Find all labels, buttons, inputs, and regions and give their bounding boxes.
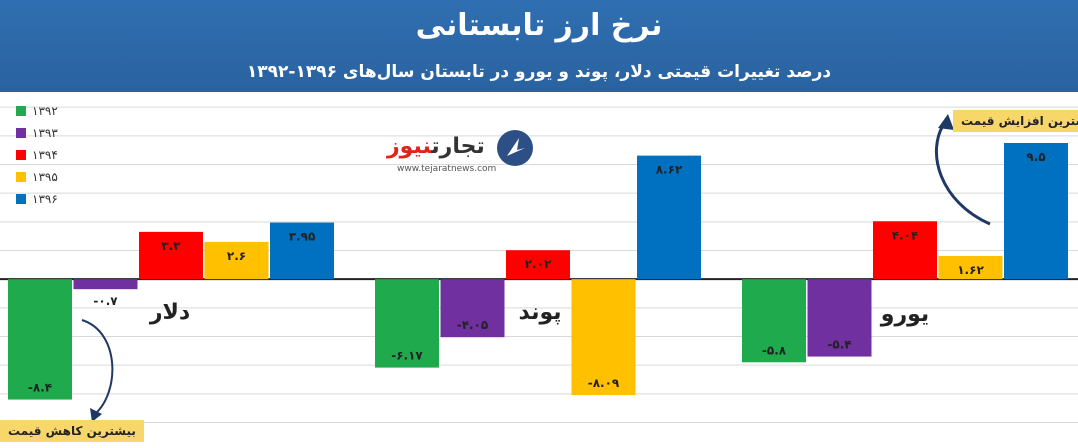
data-label-0-1: -۶.۱۷: [391, 349, 423, 363]
decrease-arrowhead: [90, 408, 102, 422]
logo-name: تجارتنیوز: [387, 134, 485, 159]
logo: تجارتنیوز www.tejaratnews.com: [387, 130, 537, 184]
bar-4-2: [1004, 143, 1068, 280]
legend-swatch: [16, 106, 26, 116]
data-label-3-1: -۸.۰۹: [588, 376, 620, 390]
data-label-4-0: ۳.۹۵: [289, 230, 316, 244]
legend-label: ۱۳۹۲: [32, 104, 58, 118]
chart-subtitle: درصد تغییرات قیمتی دلار، پوند و یورو در …: [246, 62, 832, 82]
decrease-arrow: [81, 319, 114, 415]
bar-chart: -۸.۴ -۶.۱۷ -۵.۸ -۰.۷ -۴.۰۵ -۵.۴ ۳.۳ ۲.۰۲ ۴.۰۴ ۲.۶…: [0, 106, 1078, 423]
bar-1-0: [73, 279, 138, 290]
bar-0-1: [375, 279, 439, 368]
legend-label: ۱۳۹۵: [32, 170, 58, 184]
legend-item-0: ۱۳۹۲: [16, 100, 76, 122]
legend-label: ۱۳۹۶: [32, 192, 58, 206]
legend-swatch: [16, 128, 26, 138]
legend-swatch: [16, 150, 26, 160]
data-label-1-1: -۴.۰۵: [457, 318, 489, 332]
data-label-2-0: ۳.۳: [161, 239, 181, 253]
bar-1-1: [440, 279, 505, 338]
bar-4-0: [270, 222, 334, 280]
bar-1-2: [807, 279, 872, 357]
chart-title: نرخ ارز تابستانی: [415, 8, 663, 43]
chart-header: نرخ ارز تابستانی درصد تغییرات قیمتی دلار…: [0, 0, 1078, 92]
bar-3-1: [571, 279, 636, 396]
bar-2-2: [873, 221, 937, 280]
legend-label: ۱۳۹۳: [32, 126, 58, 140]
bar-0-0: [8, 279, 72, 400]
max-increase-callout: بیشترین افزایش قیمت: [953, 110, 1078, 132]
data-label-0-2: -۵.۸: [762, 343, 787, 357]
bar-4-1: [637, 155, 701, 280]
data-label-4-2: ۹.۵: [1026, 150, 1045, 164]
bar-2-0: [139, 231, 203, 280]
legend-item-1: ۱۳۹۳: [16, 122, 76, 144]
logo-url: www.tejaratnews.com: [397, 164, 497, 174]
data-label-3-2: ۱.۶۲: [957, 263, 984, 277]
data-label-2-2: ۴.۰۴: [892, 228, 919, 242]
legend-swatch: [16, 194, 26, 204]
data-label-0-0: -۸.۴: [28, 381, 52, 395]
logo-name-dark: تجارت: [431, 134, 485, 159]
logo-name-red: نیوز: [387, 134, 432, 159]
increase-arrow: [935, 121, 991, 226]
category-label-0: دلار: [149, 300, 190, 325]
legend-swatch: [16, 172, 26, 182]
logo-mark-icon: [497, 130, 533, 166]
bar-2-1: [506, 250, 570, 280]
increase-arrowhead: [938, 114, 954, 130]
legend: ۱۳۹۲ ۱۳۹۳ ۱۳۹۴ ۱۳۹۵ ۱۳۹۶: [16, 100, 76, 210]
data-label-2-1: ۲.۰۲: [525, 257, 552, 271]
category-label-1: پوند: [518, 300, 561, 325]
data-label-3-0: ۲.۶: [227, 249, 246, 263]
category-label-2: یورو: [880, 302, 929, 327]
data-label-1-2: -۵.۴: [827, 338, 851, 352]
data-label-4-1: ۸.۶۲: [656, 163, 683, 177]
bar-3-2: [938, 255, 1003, 280]
data-label-1-0: -۰.۷: [93, 294, 118, 308]
legend-item-4: ۱۳۹۶: [16, 188, 76, 210]
bar-0-2: [742, 279, 806, 363]
legend-label: ۱۳۹۴: [32, 148, 58, 162]
legend-item-3: ۱۳۹۵: [16, 166, 76, 188]
bar-3-0: [204, 241, 269, 280]
max-decrease-callout: بیشترین کاهش قیمت: [0, 420, 144, 442]
legend-item-2: ۱۳۹۴: [16, 144, 76, 166]
